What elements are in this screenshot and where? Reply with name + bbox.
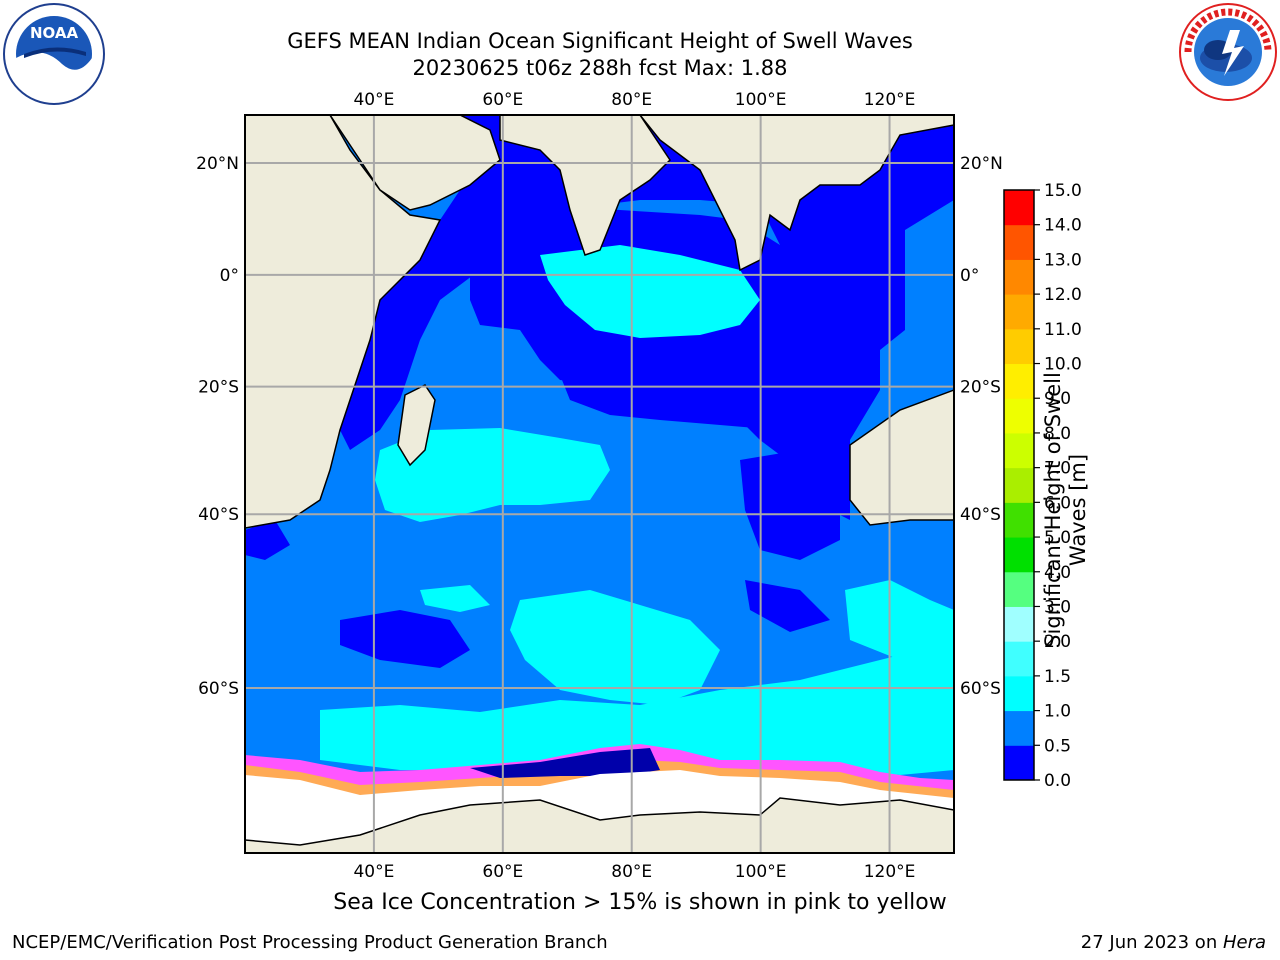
colorbar-swatch xyxy=(1004,432,1034,469)
map-area xyxy=(245,115,954,853)
land-africa xyxy=(245,115,442,529)
low-swell-region-east xyxy=(740,450,840,560)
land-masses xyxy=(245,115,954,853)
colorbar-swatch xyxy=(1004,641,1034,677)
lon-tick-label-bottom: 100°E xyxy=(735,862,787,882)
colorbar-swatch xyxy=(1004,571,1034,607)
lon-tick-label-bottom: 120°E xyxy=(864,862,916,882)
colorbar-tick-label: 13.0 xyxy=(1044,250,1082,270)
land-antarctica xyxy=(245,797,954,853)
high-swell-region-equatorial xyxy=(540,245,760,338)
colorbar-tick-label: 1.0 xyxy=(1044,702,1071,722)
low-swell-region-southeast xyxy=(745,580,830,632)
map-gridlines xyxy=(245,115,954,853)
colorbar-tick-label: 2.0 xyxy=(1044,632,1071,652)
high-swell-region-west xyxy=(375,428,610,522)
lon-tick-label-top: 40°E xyxy=(353,90,394,110)
colorbar-swatch xyxy=(1004,294,1034,330)
colorbar-swatch xyxy=(1004,259,1034,295)
colorbar-swatch xyxy=(1004,363,1034,399)
lat-tick-label-right: 20°N xyxy=(960,154,1003,174)
noaa-logo-text: NOAA xyxy=(30,24,79,42)
colorbar-swatch xyxy=(1004,745,1034,781)
colorbar: 0.0 0.5 1.0 1.5 2.0 3.0 4.0 5.0 6.0 7.0 8.0 9.0 10.0… xyxy=(1003,181,1082,791)
lat-tick-label-right: 20°S xyxy=(960,378,1001,398)
nws-logo-icon xyxy=(1178,2,1278,106)
map-frame xyxy=(244,114,955,854)
land-australia xyxy=(849,389,954,526)
lat-tick-label-right: 40°S xyxy=(960,505,1001,525)
colorbar-swatch xyxy=(1004,328,1034,365)
sea-ice-edge-dark xyxy=(470,748,660,778)
high-swell-region-south-3 xyxy=(845,580,954,660)
high-swell-region-south-4 xyxy=(420,585,490,612)
colorbar-swatch xyxy=(1004,398,1034,434)
lon-tick-label-bottom: 80°E xyxy=(611,862,652,882)
colorbar-swatch xyxy=(1004,606,1034,642)
colorbar-tick-label: 9.0 xyxy=(1044,389,1071,409)
lon-tick-label-bottom: 60°E xyxy=(482,862,523,882)
colorbar-tick-label: 0.5 xyxy=(1044,736,1071,756)
sea-ice-footnote: Sea Ice Concentration > 15% is shown in … xyxy=(333,890,947,915)
land-india xyxy=(499,115,671,256)
colorbar-tick-label: 7.0 xyxy=(1044,459,1071,479)
colorbar-tick-label: 15.0 xyxy=(1044,181,1082,201)
lon-tick-label-top: 80°E xyxy=(611,90,652,110)
land-southeast-asia xyxy=(639,115,954,272)
lat-tick-label-left: 20°N xyxy=(196,154,239,174)
lon-tick-label-bottom: 40°E xyxy=(353,862,394,882)
colorbar-tick-label: 5.0 xyxy=(1044,528,1071,548)
chart-subtitle: 20230625 t06z 288h fcst Max: 1.88 xyxy=(412,56,788,80)
colorbar-tick-label: 10.0 xyxy=(1044,355,1082,375)
lat-tick-label-left: 0° xyxy=(220,266,239,286)
lon-tick-label-top: 120°E xyxy=(864,90,916,110)
credit-left: NCEP/EMC/Verification Post Processing Pr… xyxy=(12,932,608,953)
low-swell-region-south xyxy=(340,610,470,668)
colorbar-swatch xyxy=(1004,224,1034,260)
lat-tick-label-right: 60°S xyxy=(960,679,1001,699)
credit-host: Hera xyxy=(1222,932,1266,953)
credit-date: 27 Jun 2023 on xyxy=(1080,932,1223,953)
colorbar-tick-label: 0.0 xyxy=(1044,771,1071,791)
colorbar-swatch xyxy=(1004,710,1034,746)
high-swell-region-south-1 xyxy=(510,590,720,705)
colorbar-swatch xyxy=(1004,502,1034,538)
low-swell-region-southwest xyxy=(245,520,290,560)
colorbar-swatch xyxy=(1004,537,1034,573)
colorbar-tick-label: 8.0 xyxy=(1044,424,1071,444)
lat-tick-label-left: 20°S xyxy=(198,378,239,398)
land-madagascar xyxy=(397,384,436,467)
colorbar-tick-label: 6.0 xyxy=(1044,493,1071,513)
colorbar-tick-label: 11.0 xyxy=(1044,320,1082,340)
low-swell-region-central xyxy=(560,365,800,430)
colorbar-tick-label: 4.0 xyxy=(1044,563,1071,583)
colorbar-tick-label: 1.5 xyxy=(1044,667,1071,687)
chart-title: GEFS MEAN Indian Ocean Significant Heigh… xyxy=(287,29,913,53)
high-swell-region-south-2 xyxy=(320,645,954,775)
lat-tick-label-right: 0° xyxy=(960,266,979,286)
lat-tick-label-left: 60°S xyxy=(198,679,239,699)
lon-tick-label-top: 100°E xyxy=(735,90,787,110)
colorbar-swatch xyxy=(1004,675,1034,712)
colorbar-tick-label: 12.0 xyxy=(1044,285,1082,305)
colorbar-title: Significant Height of Swell Waves [m] xyxy=(1041,372,1090,648)
colorbar-swatch xyxy=(1004,190,1034,226)
noaa-logo-icon: NOAA xyxy=(2,2,106,110)
lat-tick-label-left: 40°S xyxy=(198,505,239,525)
colorbar-tick-label: 3.0 xyxy=(1044,597,1071,617)
lon-tick-label-top: 60°E xyxy=(482,90,523,110)
colorbar-tick-label: 14.0 xyxy=(1044,216,1082,236)
credit-right: 27 Jun 2023 on Hera xyxy=(1081,932,1266,953)
colorbar-swatch xyxy=(1004,467,1034,503)
colorbar-frame xyxy=(1003,189,1035,781)
